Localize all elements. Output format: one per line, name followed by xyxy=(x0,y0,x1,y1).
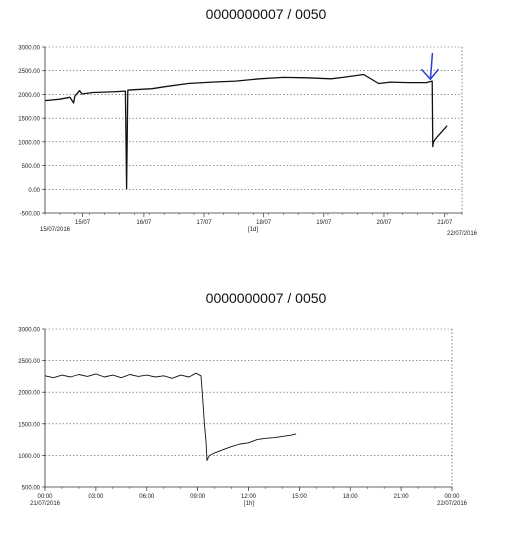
y-tick-label: 1500.00 xyxy=(18,422,40,428)
x-tick-label: 00:00 xyxy=(444,494,460,500)
chart-1-plot: 3000.00 2500.00 2000.00 1500.00 1000.00 500.0… xyxy=(18,46,478,238)
x-end-label: 22/07/2016 xyxy=(447,231,478,237)
y-tick-label: 1000.00 xyxy=(18,140,40,146)
x-tick-label: 18:00 xyxy=(343,494,359,500)
y-tick-label: 3000.00 xyxy=(18,46,40,52)
x-tick-label: 06:00 xyxy=(139,494,155,500)
x-tick-label: 16/07 xyxy=(136,220,152,226)
y-tick-label: 1500.00 xyxy=(18,117,40,123)
series-line xyxy=(44,372,297,461)
x-end-label: 22/07/2016 xyxy=(437,501,468,507)
x-tick-label: 21/07 xyxy=(437,220,453,226)
y-tick-label: -500.00 xyxy=(20,212,41,218)
x-tick-label: 03:00 xyxy=(88,494,104,500)
x-axis-label: [1d] xyxy=(248,227,258,233)
annotation-arrow-head xyxy=(420,68,440,81)
chart-1-title: 0000000007 / 0050 xyxy=(205,6,327,22)
y-tick-label: 0.00 xyxy=(28,188,40,194)
x-tick-label: 21:00 xyxy=(394,494,410,500)
y-tick-label: 500.00 xyxy=(22,486,41,492)
y-tick-label: 2000.00 xyxy=(18,391,40,397)
x-axis-label: [1h] xyxy=(244,501,254,507)
annotation-arrow-shaft xyxy=(429,52,434,80)
y-tick-label: 2500.00 xyxy=(18,69,40,75)
x-tick-label: 09:00 xyxy=(190,494,206,500)
x-start-label: 15/07/2016 xyxy=(40,227,71,233)
x-tick-label: 17/07 xyxy=(197,220,213,226)
x-tick-label: 19/07 xyxy=(316,220,332,226)
x-tick-label: 12:00 xyxy=(241,494,257,500)
chart-2-title: 0000000007 / 0050 xyxy=(205,290,327,306)
chart-2-plot: 3000.00 2500.00 2000.00 1500.00 1000.00 500.0… xyxy=(18,328,468,508)
x-tick-label: 15:00 xyxy=(292,494,308,500)
x-tick-label: 15/07 xyxy=(75,220,91,226)
y-tick-label: 1000.00 xyxy=(18,454,40,460)
y-tick-label: 2000.00 xyxy=(18,93,40,99)
x-tick-label: 00:00 xyxy=(37,494,53,500)
series-line xyxy=(44,73,448,190)
x-start-label: 21/07/2016 xyxy=(30,501,61,507)
x-tick-label: 20/07 xyxy=(376,220,392,226)
y-tick-label: 3000.00 xyxy=(18,328,40,334)
y-tick-label: 500.00 xyxy=(22,164,41,170)
y-tick-label: 2500.00 xyxy=(18,359,40,365)
x-tick-label: 18/07 xyxy=(256,220,272,226)
